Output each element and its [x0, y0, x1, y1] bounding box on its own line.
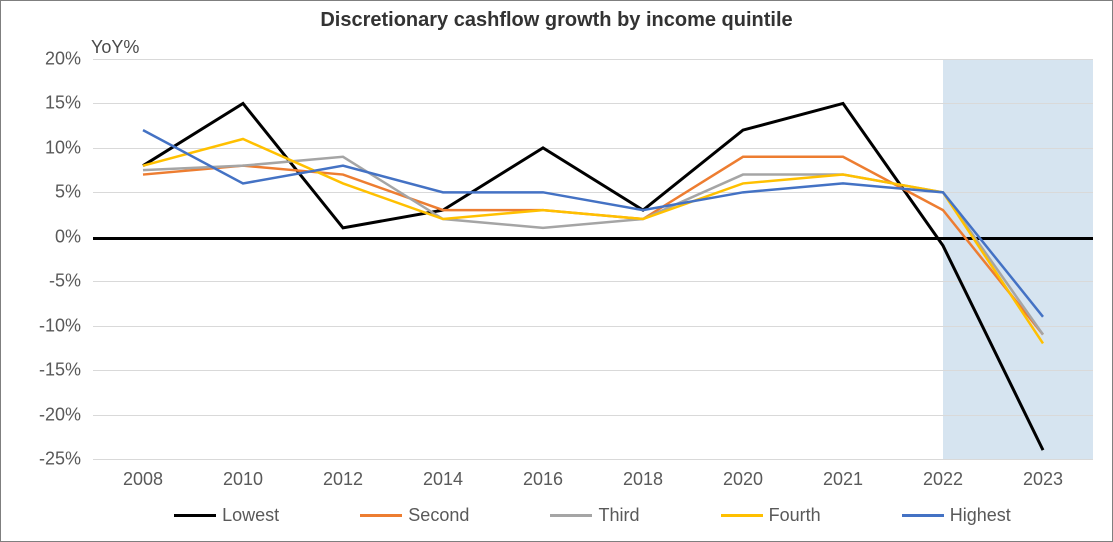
- legend-swatch: [902, 514, 944, 517]
- x-tick-label: 2010: [223, 469, 263, 490]
- y-tick-label: -20%: [39, 404, 81, 425]
- legend-label: Highest: [950, 505, 1011, 526]
- legend-item-highest: Highest: [902, 505, 1011, 526]
- legend-label: Lowest: [222, 505, 279, 526]
- x-tick-label: 2012: [323, 469, 363, 490]
- y-tick-label: -10%: [39, 315, 81, 336]
- gridline: [93, 459, 1093, 460]
- legend-label: Second: [408, 505, 469, 526]
- x-tick-label: 2008: [123, 469, 163, 490]
- x-tick-label: 2016: [523, 469, 563, 490]
- plot-area: [93, 59, 1093, 459]
- y-axis-label: YoY%: [91, 37, 139, 58]
- legend-swatch: [721, 514, 763, 517]
- x-tick-label: 2021: [823, 469, 863, 490]
- legend-item-fourth: Fourth: [721, 505, 821, 526]
- series-line-third: [143, 157, 1043, 335]
- y-tick-label: 0%: [55, 226, 81, 247]
- legend-swatch: [550, 514, 592, 517]
- x-tick-label: 2023: [1023, 469, 1063, 490]
- legend-swatch: [360, 514, 402, 517]
- line-layer: [93, 59, 1093, 459]
- series-line-second: [143, 157, 1043, 335]
- legend: Lowest Second Third Fourth Highest: [1, 505, 1112, 526]
- chart-container: Discretionary cashflow growth by income …: [0, 0, 1113, 542]
- legend-item-third: Third: [550, 505, 639, 526]
- y-tick-label: 20%: [45, 49, 81, 70]
- legend-item-lowest: Lowest: [174, 505, 279, 526]
- legend-item-second: Second: [360, 505, 469, 526]
- y-tick-label: -15%: [39, 360, 81, 381]
- x-tick-label: 2022: [923, 469, 963, 490]
- y-tick-label: 5%: [55, 182, 81, 203]
- legend-swatch: [174, 514, 216, 517]
- x-tick-label: 2014: [423, 469, 463, 490]
- y-tick-label: 10%: [45, 137, 81, 158]
- chart-title: Discretionary cashflow growth by income …: [1, 9, 1112, 32]
- legend-label: Third: [598, 505, 639, 526]
- y-tick-label: -5%: [49, 271, 81, 292]
- y-tick-label: -25%: [39, 449, 81, 470]
- y-tick-label: 15%: [45, 93, 81, 114]
- x-tick-label: 2020: [723, 469, 763, 490]
- x-tick-label: 2018: [623, 469, 663, 490]
- legend-label: Fourth: [769, 505, 821, 526]
